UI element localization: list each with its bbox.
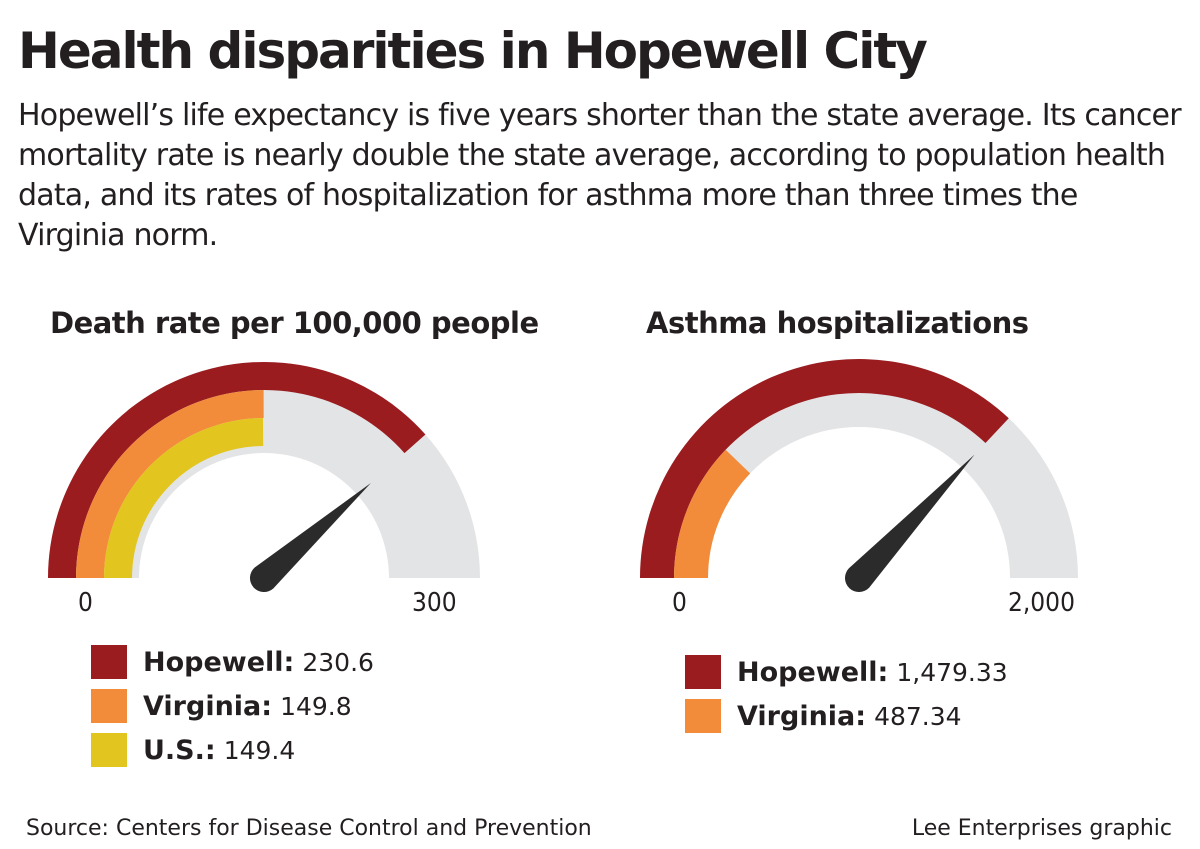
legend-value: 230.6 — [302, 647, 374, 677]
death-rate-legend: Hopewell: 230.6 Virginia: 149.8 U.S.: 149.4 — [91, 640, 374, 772]
legend-swatch — [91, 733, 127, 767]
intro-text: Hopewell’s life expectancy is five years… — [18, 98, 1182, 253]
legend-item-virginia: Virginia: 487.34 — [685, 694, 1008, 738]
asthma-min-tick: 0 — [672, 588, 687, 618]
legend-label: U.S.: — [143, 734, 216, 766]
legend-item-hopewell: Hopewell: 1,479.33 — [685, 650, 1008, 694]
legend-value: 1,479.33 — [896, 657, 1008, 687]
asthma-legend: Hopewell: 1,479.33 Virginia: 487.34 — [685, 650, 1008, 738]
gauge-needle — [844, 454, 975, 593]
gauge-bar-hopewell — [48, 362, 426, 578]
gauge-needle — [249, 482, 371, 593]
legend-label: Hopewell: — [143, 646, 295, 678]
legend-swatch — [685, 655, 721, 689]
legend-item-us: U.S.: 149.4 — [91, 728, 374, 772]
death-rate-min-tick: 0 — [78, 588, 93, 618]
legend-label: Hopewell: — [737, 656, 889, 688]
legend-value: 149.4 — [223, 735, 296, 765]
legend-swatch — [91, 645, 127, 679]
page-title: Health disparities in Hopewell City — [18, 22, 928, 80]
asthma-chart-title: Asthma hospitalizations — [646, 306, 1029, 340]
source-note: Source: Centers for Disease Control and … — [26, 816, 592, 841]
legend-item-hopewell: Hopewell: 230.6 — [91, 640, 374, 684]
credit-note: Lee Enterprises graphic — [911, 816, 1172, 841]
gauge-bar-virginia — [76, 390, 264, 578]
asthma-max-tick: 2,000 — [1008, 588, 1075, 618]
death-rate-chart-title: Death rate per 100,000 people — [50, 306, 539, 340]
gauge-bar-us — [104, 418, 264, 578]
death-rate-max-tick: 300 — [412, 588, 457, 618]
legend-value: 487.34 — [874, 701, 962, 731]
gauge-bar-virginia — [674, 449, 751, 578]
legend-item-virginia: Virginia: 149.8 — [91, 684, 374, 728]
legend-swatch — [685, 699, 721, 733]
legend-label: Virginia: — [143, 690, 273, 722]
legend-value: 149.8 — [280, 691, 352, 721]
legend-swatch — [91, 689, 127, 723]
legend-label: Virginia: — [737, 700, 867, 732]
gauge-bar-hopewell — [640, 358, 1009, 578]
